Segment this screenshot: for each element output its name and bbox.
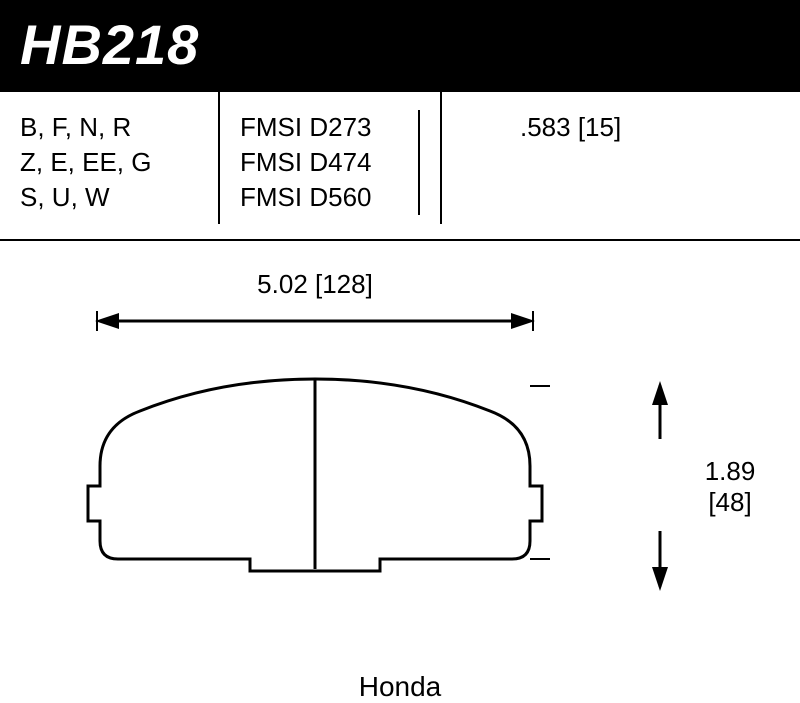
diagram-area: 5.02 [128] 1.89 [48]: [0, 241, 800, 681]
fmsi-line1: FMSI D273: [240, 110, 418, 145]
compounds-line2: Z, E, EE, G: [20, 145, 220, 180]
fmsi-line2: FMSI D474: [240, 145, 418, 180]
height-dimension-arrow: [650, 381, 670, 591]
height-value-in: 1.89: [690, 456, 770, 487]
width-dimension-arrow: [95, 311, 535, 331]
title-bar: HB218: [0, 0, 800, 92]
height-dimension-label: 1.89 [48]: [690, 456, 770, 518]
compounds-line1: B, F, N, R: [20, 110, 220, 145]
fmsi-column: FMSI D273 FMSI D474 FMSI D560: [218, 110, 418, 215]
compounds-column: B, F, N, R Z, E, EE, G S, U, W: [20, 110, 220, 215]
info-section: B, F, N, R Z, E, EE, G S, U, W FMSI D273…: [0, 92, 800, 241]
width-dimension-label: 5.02 [128]: [95, 269, 535, 300]
brake-pad-outline: [80, 371, 550, 601]
divider-2: [440, 92, 442, 224]
part-number-title: HB218: [20, 13, 199, 76]
thickness-value: .583 [15]: [440, 110, 780, 145]
thickness-column: .583 [15]: [418, 110, 780, 215]
height-value-mm: [48]: [690, 487, 770, 518]
info-row: B, F, N, R Z, E, EE, G S, U, W FMSI D273…: [0, 92, 800, 241]
compounds-line3: S, U, W: [20, 180, 220, 215]
fmsi-line3: FMSI D560: [240, 180, 418, 215]
